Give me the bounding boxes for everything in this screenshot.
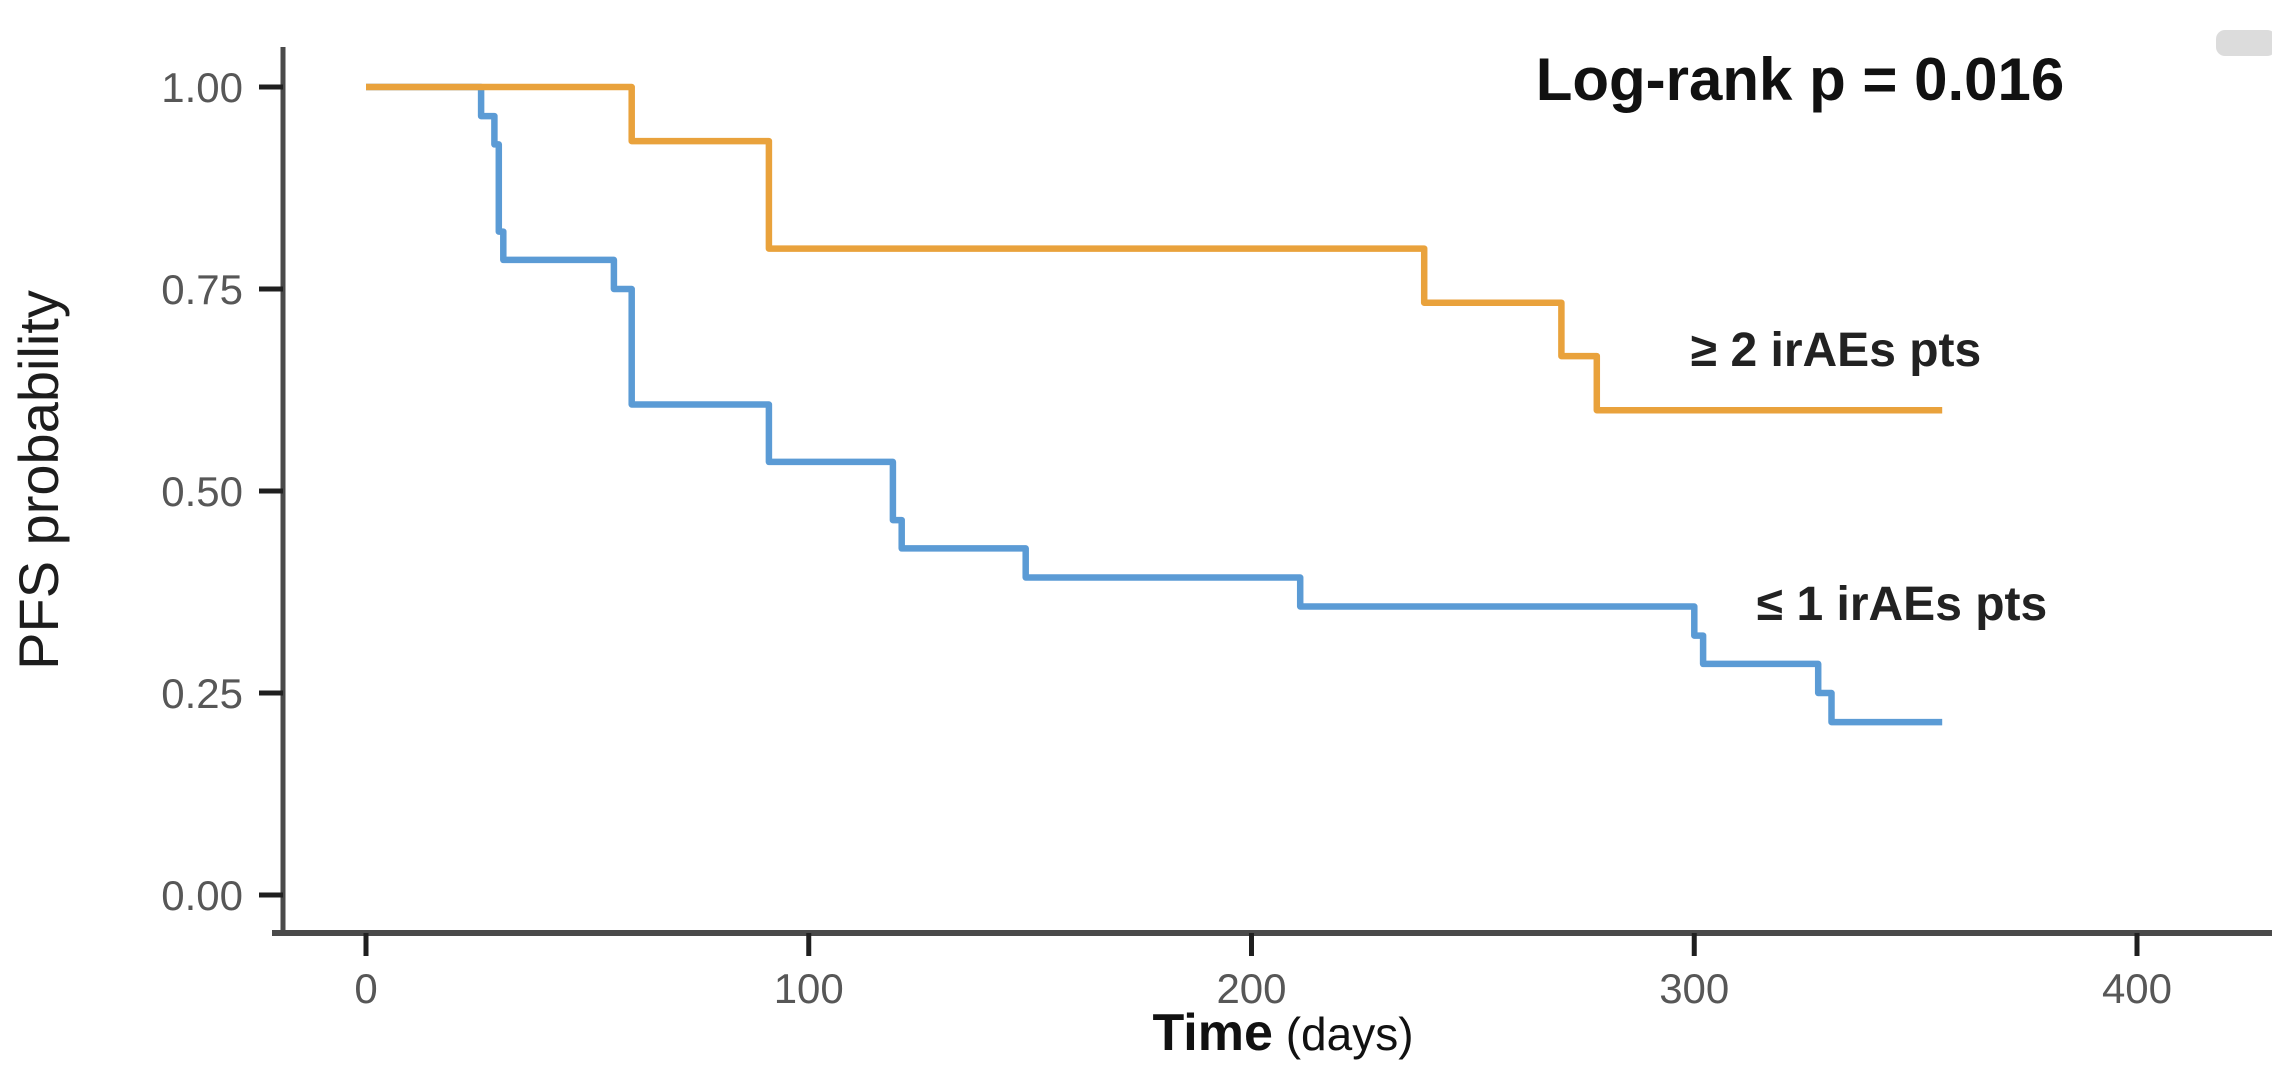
x-axis-title-unit: (days)	[1286, 1008, 1414, 1060]
y-tick-label: 0.75	[161, 266, 243, 313]
x-tick-label: 100	[774, 965, 844, 1012]
corner-artifact	[2216, 30, 2272, 56]
x-axis-title-spacer	[1273, 1008, 1286, 1060]
log-rank-annotation: Log-rank p = 0.016	[1536, 46, 2065, 113]
y-tick-label: 0.00	[161, 872, 243, 919]
x-tick-label: 300	[1659, 965, 1729, 1012]
x-tick-label: 400	[2102, 965, 2172, 1012]
axes: 0.00 0.25 0.50 0.75 1.00 0 100 200 300 400	[161, 47, 2272, 1012]
x-axis-ticks: 0 100 200 300 400	[354, 933, 2172, 1012]
km-curve-ge2-iraes	[366, 83, 1943, 414]
x-axis-title: Time (days)	[1152, 1004, 1413, 1062]
series-label-le1-iraes: ≤ 1 irAEs pts	[1757, 578, 2047, 631]
x-tick-label: 0	[354, 965, 377, 1012]
x-tick-label: 200	[1216, 965, 1286, 1012]
series-label-ge2-iraes: ≥ 2 irAEs pts	[1691, 324, 1981, 377]
y-axis-title: PFS probability	[7, 290, 70, 670]
y-tick-label: 1.00	[161, 64, 243, 111]
km-curve-le1-iraes	[366, 83, 1943, 726]
y-tick-label: 0.25	[161, 670, 243, 717]
x-axis-title-main: Time	[1152, 1004, 1272, 1062]
y-axis-ticks: 0.00 0.25 0.50 0.75 1.00	[161, 64, 283, 919]
y-tick-label: 0.50	[161, 468, 243, 515]
